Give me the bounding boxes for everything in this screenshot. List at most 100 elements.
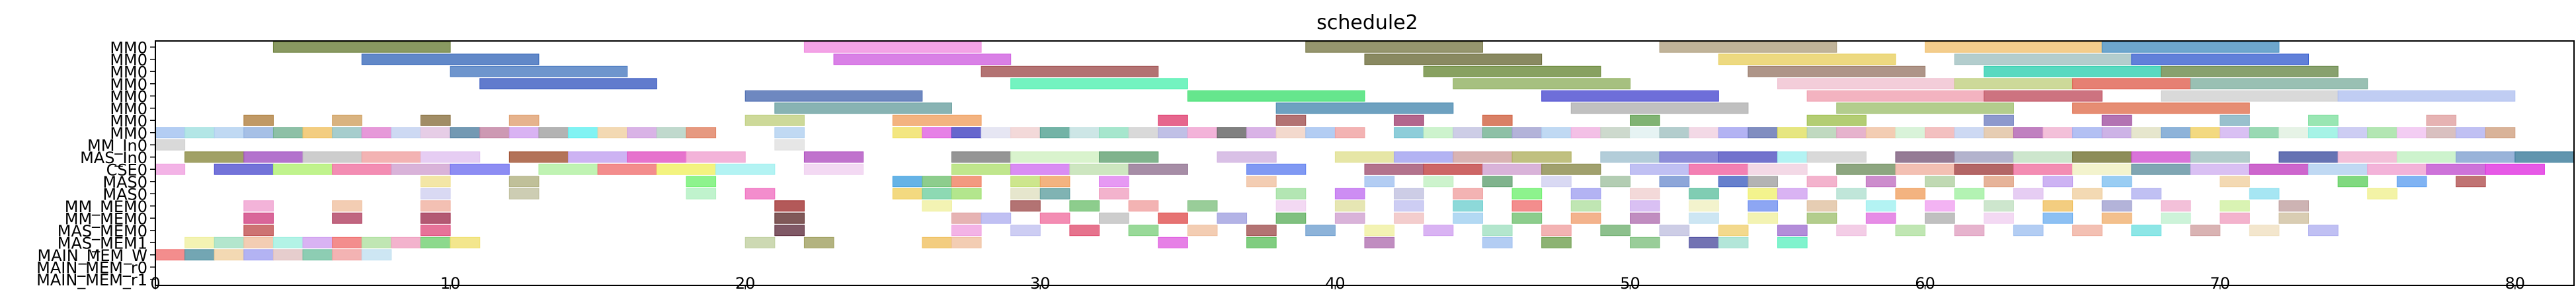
- task-bar: [2396, 176, 2427, 188]
- task-bar: [1541, 237, 1572, 248]
- y-tick-label: MAS0: [102, 185, 147, 203]
- task-bar: [2190, 151, 2250, 163]
- task-bar: [981, 212, 1012, 224]
- y-tick-label: MAIN_MEM_r0: [36, 258, 147, 277]
- task-bar: [361, 127, 392, 139]
- task-bar: [2160, 212, 2191, 224]
- task-bar: [1984, 65, 2161, 77]
- task-bar: [803, 163, 864, 175]
- task-bar: [1570, 212, 1601, 224]
- task-bar: [420, 176, 451, 188]
- task-bar: [656, 127, 687, 139]
- x-tick-label: 80: [2505, 274, 2526, 289]
- task-bar: [1954, 78, 2073, 90]
- task-bar: [951, 237, 982, 248]
- y-tick-label: MM0: [110, 124, 147, 143]
- task-bar: [1895, 163, 1955, 175]
- task-bar: [1689, 127, 1719, 139]
- x-tick-label: 10: [440, 274, 461, 289]
- task-bar: [2042, 212, 2073, 224]
- task-bar: [2160, 127, 2191, 139]
- task-bar: [2042, 127, 2073, 139]
- task-bar: [1275, 188, 1307, 200]
- task-bar: [2131, 188, 2161, 200]
- task-bar: [1217, 127, 1248, 139]
- x-tick-label: 70: [2210, 274, 2230, 289]
- task-bar: [951, 127, 982, 139]
- task-bar: [1600, 127, 1630, 139]
- task-bar: [1984, 127, 2014, 139]
- task-bar: [1748, 188, 1779, 200]
- task-bar: [2456, 127, 2486, 139]
- task-bar: [1777, 225, 1808, 237]
- task-bar: [420, 114, 451, 126]
- task-bar: [1629, 127, 1660, 139]
- task-bar: [951, 188, 982, 200]
- task-bar: [2278, 151, 2339, 163]
- task-bar: [2249, 127, 2280, 139]
- task-bar: [1718, 54, 1896, 65]
- task-bar: [1806, 114, 1867, 126]
- task-bar: [1659, 127, 1690, 139]
- task-bar: [2013, 225, 2044, 237]
- task-bar: [1836, 127, 1867, 139]
- task-bar: [1984, 176, 2014, 188]
- task-bar: [1010, 78, 1188, 90]
- task-bar: [184, 151, 245, 163]
- task-bar: [2220, 127, 2250, 139]
- task-bar: [1128, 163, 1188, 175]
- task-bar: [1629, 188, 1660, 200]
- task-bar: [1836, 163, 1896, 175]
- task-bar: [1394, 114, 1424, 126]
- task-bar: [1748, 212, 1779, 224]
- task-bar: [1600, 176, 1630, 188]
- task-bar: [1453, 78, 1630, 90]
- task-bar: [1010, 163, 1070, 175]
- task-bar: [686, 151, 746, 163]
- task-bar: [1039, 212, 1070, 224]
- task-bar: [450, 65, 628, 77]
- task-bar: [184, 127, 215, 139]
- task-bar: [1718, 127, 1749, 139]
- task-bar: [1423, 163, 1483, 175]
- task-bar: [243, 127, 274, 139]
- task-bar: [1275, 212, 1307, 224]
- task-bar: [1482, 176, 1513, 188]
- task-bar: [1394, 200, 1424, 212]
- task-bar: [774, 212, 805, 224]
- task-bar: [2160, 65, 2339, 77]
- task-bar: [1394, 188, 1424, 200]
- task-bar: [361, 249, 392, 261]
- task-bar: [1718, 225, 1749, 237]
- task-bar: [2515, 151, 2575, 163]
- task-bar: [1689, 163, 1749, 175]
- y-tick-label: MM0: [110, 100, 147, 118]
- task-bar: [1836, 188, 1867, 200]
- y-tick-label: MM_MEM0: [65, 209, 147, 228]
- task-bar: [1925, 41, 2103, 53]
- y-tick-label: MM0: [110, 63, 147, 81]
- task-bar: [2042, 176, 2073, 188]
- task-bar: [1895, 151, 1955, 163]
- task-bar: [508, 188, 540, 200]
- task-bar: [1453, 188, 1483, 200]
- task-bar: [332, 212, 362, 224]
- task-bar: [302, 127, 333, 139]
- task-bar: [1689, 200, 1719, 212]
- task-bar: [1925, 176, 1955, 188]
- task-bar: [1925, 127, 1955, 139]
- task-bar: [272, 237, 303, 248]
- task-bar: [774, 102, 952, 114]
- task-bar: [2249, 225, 2280, 237]
- task-bar: [1865, 127, 1896, 139]
- task-bar: [420, 237, 451, 248]
- task-bar: [1865, 200, 1896, 212]
- y-tick-label: MM_MEM0: [65, 198, 147, 216]
- task-bar: [2042, 200, 2073, 212]
- task-bar: [420, 212, 451, 224]
- task-bar: [2396, 151, 2457, 163]
- task-bar: [302, 151, 362, 163]
- task-bar: [2220, 114, 2250, 126]
